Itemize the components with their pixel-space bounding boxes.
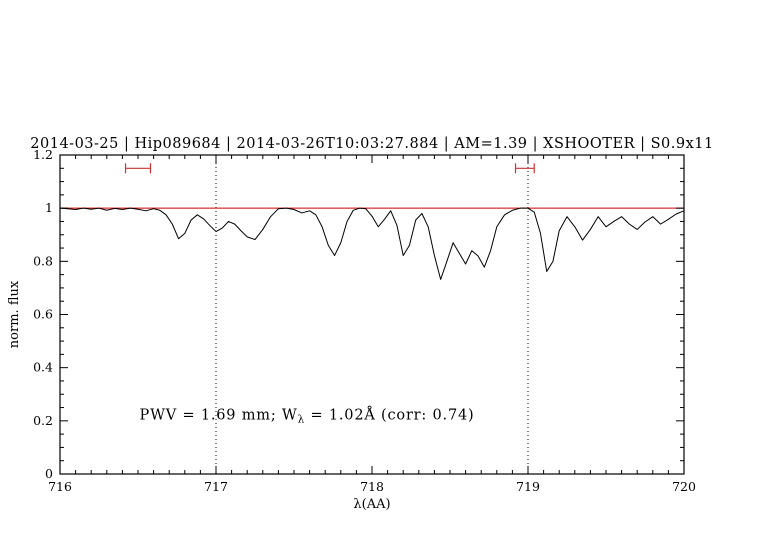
- axes-frame: [59, 154, 685, 475]
- y-tick-label: 0.6: [33, 307, 53, 322]
- x-tick-label: 719: [516, 479, 540, 494]
- x-axis-label: λ(AA): [353, 497, 390, 512]
- y-tick-label: 0.8: [33, 253, 53, 268]
- y-tick-label: 1.2: [33, 147, 53, 162]
- x-tick-label: 720: [672, 479, 696, 494]
- plot-title: 2014-03-25 | Hip089684 | 2014-03-26T10:0…: [30, 136, 713, 152]
- y-tick-label: 0.4: [33, 360, 53, 375]
- x-tick-label: 716: [48, 479, 72, 494]
- y-axis-label: norm. flux: [7, 280, 22, 348]
- pwv-annotation: PWV = 1.69 mm; Wλ = 1.02Å (corr: 0.74): [140, 406, 475, 426]
- y-tick-label: 1: [45, 200, 53, 215]
- x-tick-label: 717: [204, 479, 228, 494]
- spectrum-line: [59, 207, 685, 280]
- y-tick-label: 0.2: [33, 413, 53, 428]
- x-tick-label: 718: [360, 479, 384, 494]
- y-tick-label: 0: [45, 466, 53, 481]
